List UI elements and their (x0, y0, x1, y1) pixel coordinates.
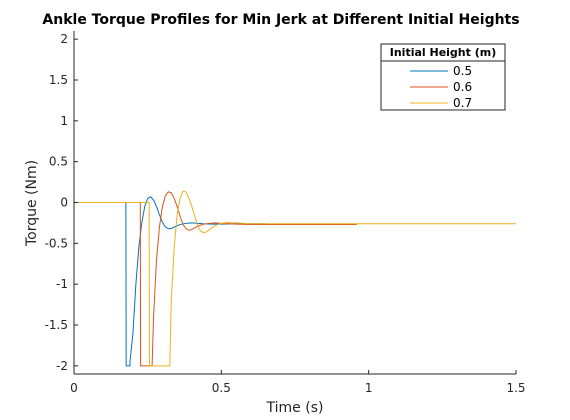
legend: Initial Height (m) 0.5 0.6 0.7 (380, 43, 506, 111)
y-tick-label: 2 (60, 32, 68, 46)
y-tick-label: 1 (60, 114, 68, 128)
ticks-layer: 0 0.5 1 1.5 2 1.5 1 0.5 0 -0.5 -1 -1.5 -2 (45, 32, 526, 395)
y-axis-label: Torque (Nm) (24, 160, 40, 247)
legend-entries: 0.5 0.6 0.7 (410, 64, 472, 110)
y-tick-label: -0.5 (45, 236, 68, 250)
legend-box (380, 43, 506, 111)
legend-label-0.7: 0.7 (453, 96, 472, 110)
series-line-0.7 (74, 190, 516, 367)
y-tick-label: -2 (56, 359, 68, 373)
legend-label-0.6: 0.6 (453, 80, 472, 94)
y-tick-label: -1 (56, 277, 68, 291)
x-axis-label: Time (s) (266, 400, 324, 416)
x-tick-label: 1 (365, 381, 373, 395)
x-tick-label: 0.5 (212, 381, 231, 395)
y-tick-label: 0.5 (49, 155, 68, 169)
legend-label-0.5: 0.5 (453, 64, 472, 78)
y-tick-label: -1.5 (45, 318, 68, 332)
x-tick-label: 1.5 (506, 381, 525, 395)
x-tick-label: 0 (70, 381, 78, 395)
chart-title: Ankle Torque Profiles for Min Jerk at Di… (42, 12, 519, 28)
series-layer (74, 190, 516, 367)
y-tick-label: 1.5 (49, 73, 68, 87)
legend-title: Initial Height (m) (390, 46, 497, 59)
y-tick-label: 0 (60, 196, 68, 210)
